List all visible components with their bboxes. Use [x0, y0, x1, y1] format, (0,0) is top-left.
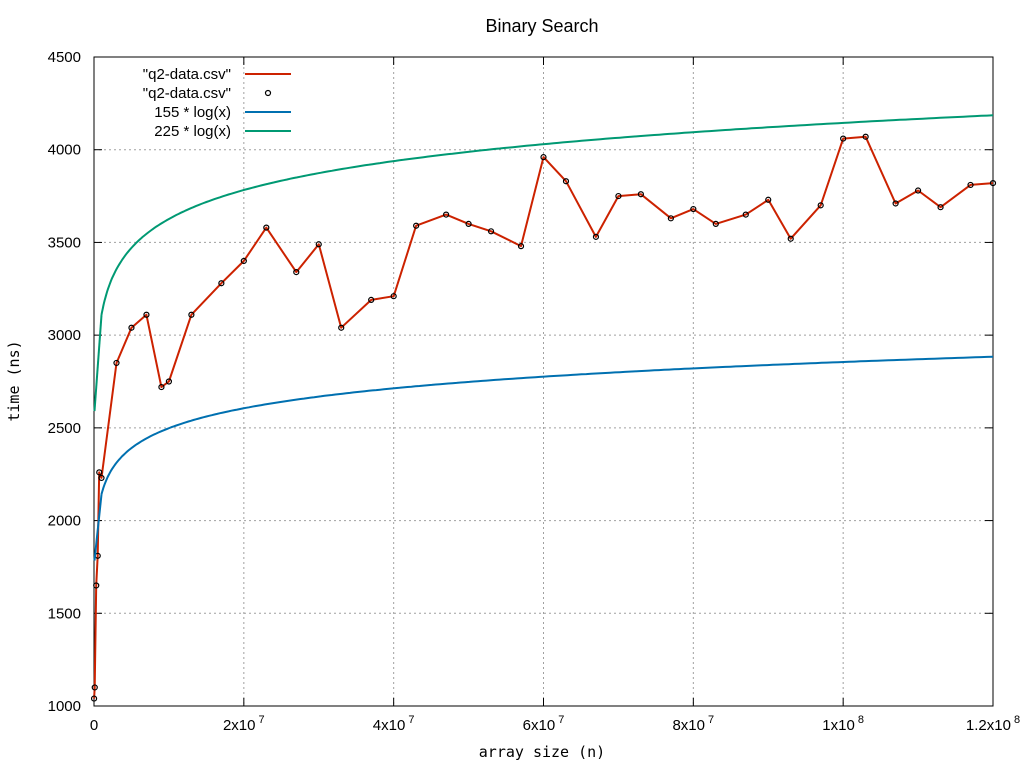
legend-swatch	[264, 89, 272, 97]
series-line-155-log	[100, 355, 994, 495]
x-axis-ticks: 0 2x10 7 4x10 7 6x10 7 8x10 7 1x10 8 1.2x10 8	[90, 57, 1020, 734]
data-point	[712, 220, 719, 227]
data-point	[892, 200, 899, 207]
data-point	[390, 293, 397, 300]
y-tick-label: 4000	[48, 142, 81, 159]
data-point	[765, 196, 772, 203]
legend-label: 155 * log(x)	[154, 104, 231, 121]
data-point	[592, 233, 600, 240]
x-tick-label: 6x10 7	[523, 714, 565, 734]
data-point	[787, 235, 794, 242]
data-point	[517, 243, 525, 250]
data-point	[165, 378, 173, 385]
x-axis-label: array size (n)	[479, 743, 605, 761]
data-point	[487, 228, 495, 235]
x-tick-label: 1.2x10 8	[966, 714, 1020, 734]
data-point	[96, 469, 103, 476]
chart-title: Binary Search	[485, 16, 598, 36]
y-axis-label: time (ns)	[5, 340, 23, 421]
data-point	[989, 179, 997, 187]
legend: "q2-data.csv" "q2-data.csv" 155 * log(x) 22…	[143, 66, 291, 140]
data-point	[937, 204, 944, 211]
data-point	[562, 178, 570, 185]
data-point	[113, 359, 120, 367]
data-point	[540, 154, 547, 161]
data-point	[91, 684, 98, 691]
grid	[94, 57, 993, 706]
data-point	[742, 211, 749, 218]
data-point	[817, 202, 824, 209]
data-point	[98, 474, 105, 482]
data-point	[143, 311, 150, 318]
data-point	[90, 695, 98, 702]
data-point	[615, 192, 622, 200]
data-point	[667, 215, 674, 222]
data-point	[128, 324, 135, 331]
y-tick-label: 1500	[48, 605, 81, 622]
data-point	[338, 324, 345, 331]
series-line-q2-data	[93, 135, 994, 699]
series-line-225-log-start	[93, 314, 103, 412]
data-point	[443, 211, 450, 218]
data-point	[315, 241, 322, 248]
legend-label: 225 * log(x)	[154, 123, 231, 140]
data-point	[368, 296, 375, 304]
data-point	[263, 224, 270, 231]
x-tick-label: 1x10 8	[822, 714, 864, 734]
data-point	[967, 181, 974, 189]
y-tick-label: 2000	[48, 513, 81, 530]
x-tick-label: 2x10 7	[223, 714, 265, 734]
x-tick-label: 0	[90, 717, 98, 734]
legend-label: "q2-data.csv"	[143, 85, 231, 102]
y-tick-label: 2500	[48, 420, 81, 437]
x-tick-label: 8x10 7	[672, 714, 714, 734]
data-point	[293, 268, 300, 276]
series-line-155-log-start	[93, 494, 103, 561]
data-point	[240, 257, 247, 265]
y-tick-label: 3500	[48, 234, 81, 251]
data-point	[914, 187, 922, 194]
data-point	[840, 135, 847, 142]
data-point	[862, 133, 869, 140]
legend-label: "q2-data.csv"	[143, 66, 231, 83]
y-tick-label: 3000	[48, 327, 81, 344]
data-point	[158, 383, 165, 391]
y-tick-label: 1000	[48, 698, 81, 715]
y-axis-ticks: 1000 1500 2000 2500 3000 3500 4000 4500	[48, 49, 993, 715]
data-point	[413, 222, 420, 229]
data-point	[690, 205, 697, 213]
data-point	[188, 311, 195, 318]
data-point	[218, 280, 225, 287]
data-point	[465, 220, 472, 227]
x-tick-label: 4x10 7	[373, 714, 415, 734]
y-tick-label: 4500	[48, 49, 81, 66]
series-line-225-log	[100, 114, 994, 316]
data-point	[93, 582, 100, 589]
data-point	[637, 191, 644, 198]
series	[90, 114, 997, 702]
